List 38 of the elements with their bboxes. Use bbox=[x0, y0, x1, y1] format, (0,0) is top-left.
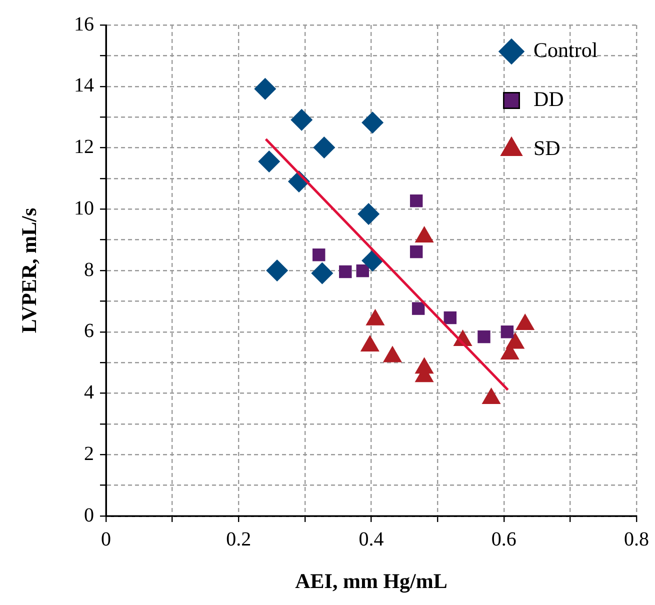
point bbox=[356, 264, 369, 278]
point bbox=[362, 112, 384, 134]
y-tick-label: 14 bbox=[74, 74, 94, 97]
x-tick-label: 0.8 bbox=[624, 528, 649, 550]
x-tick-label: 0.6 bbox=[491, 528, 516, 550]
point bbox=[358, 203, 380, 226]
y-tick-label: 0 bbox=[84, 504, 94, 526]
point bbox=[339, 265, 352, 278]
y-tick-label: 16 bbox=[74, 13, 94, 36]
legend-label: Control bbox=[534, 38, 598, 62]
point bbox=[266, 260, 288, 282]
point bbox=[254, 78, 276, 100]
x-tick-label: 0.4 bbox=[358, 528, 384, 550]
point bbox=[366, 308, 385, 326]
y-tick-label: 4 bbox=[84, 382, 94, 404]
y-axis-title: LVPER, mL/s bbox=[17, 208, 42, 334]
point bbox=[362, 250, 384, 272]
point bbox=[312, 248, 326, 262]
point bbox=[311, 262, 334, 284]
y-tick-label: 2 bbox=[84, 442, 94, 465]
point bbox=[516, 314, 535, 330]
legend-label: DD bbox=[534, 87, 564, 112]
point bbox=[382, 346, 402, 362]
x-axis-title: AEI, mm Hg/mL bbox=[295, 568, 448, 593]
point bbox=[258, 150, 280, 173]
point bbox=[313, 136, 336, 158]
y-tick-label: 8 bbox=[84, 258, 94, 281]
y-tick-label: 12 bbox=[74, 136, 94, 158]
y-tick-label: 10 bbox=[74, 197, 94, 220]
point bbox=[290, 108, 313, 131]
legend-label: SD bbox=[534, 136, 560, 160]
point bbox=[410, 245, 423, 258]
y-tick-label: 6 bbox=[84, 320, 94, 342]
point bbox=[360, 334, 380, 352]
x-tick-label: 0.2 bbox=[226, 528, 252, 550]
x-tick-label: 0 bbox=[101, 528, 111, 550]
point bbox=[482, 387, 501, 404]
point bbox=[410, 194, 423, 208]
